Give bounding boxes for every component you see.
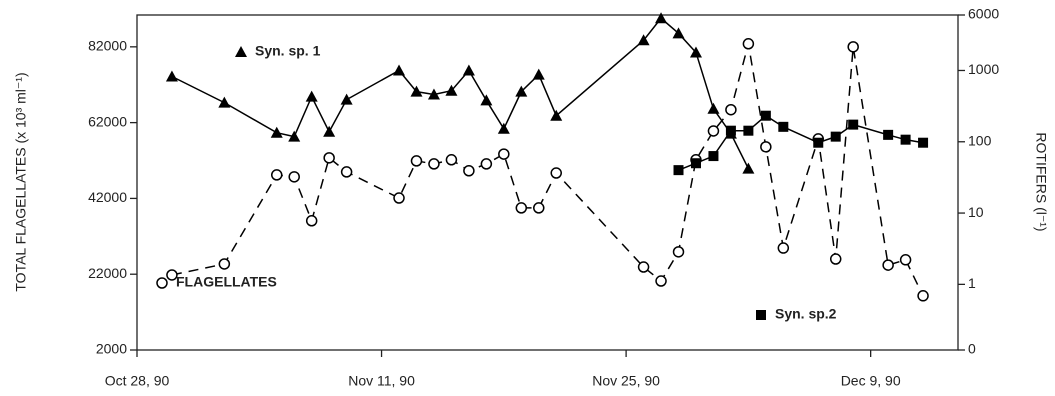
legend-label: FLAGELLATES — [176, 274, 277, 290]
data-point — [830, 131, 841, 142]
y-tick-label: 2000 — [96, 341, 127, 357]
data-point — [777, 242, 790, 254]
data-point — [778, 121, 789, 132]
data-point — [882, 259, 894, 271]
data-point — [707, 102, 720, 114]
data-point — [847, 41, 859, 53]
data-point — [689, 46, 702, 58]
y2-axis-label: ROTIFERS (l⁻¹) — [1033, 132, 1049, 231]
y2-tick-label: 6000 — [968, 6, 999, 22]
data-point — [218, 258, 231, 270]
data-point — [900, 134, 911, 145]
data-point — [550, 109, 563, 121]
legend-marker — [756, 310, 766, 320]
data-point — [463, 165, 475, 177]
data-point — [742, 38, 755, 50]
y2-tick-label: 100 — [968, 132, 992, 148]
data-point — [445, 154, 458, 166]
data-point — [550, 167, 562, 179]
data-point — [708, 151, 719, 162]
data-point — [707, 125, 720, 137]
data-point — [340, 93, 353, 105]
data-point — [848, 119, 859, 130]
data-point — [673, 165, 684, 176]
data-point — [288, 130, 301, 142]
data-point — [672, 246, 685, 258]
y2-tick-label: 10 — [968, 204, 984, 220]
data-point — [305, 215, 318, 227]
data-point — [690, 158, 701, 169]
legend-marker — [156, 277, 168, 289]
data-point — [637, 34, 650, 46]
y2-tick-label: 0 — [968, 341, 976, 357]
data-point — [918, 137, 929, 148]
data-point — [742, 162, 755, 174]
y-axis-label: TOTAL FLAGELLATES (x 10³ ml⁻¹) — [13, 72, 29, 291]
data-point — [480, 94, 493, 106]
data-point — [760, 110, 771, 121]
data-point — [166, 269, 178, 281]
y2-tick-label: 1 — [968, 275, 976, 291]
legend-label: Syn. sp. 1 — [255, 43, 321, 59]
y-tick-label: 62000 — [88, 113, 127, 129]
data-point — [393, 192, 405, 204]
data-point — [655, 12, 668, 24]
data-point — [533, 202, 545, 214]
data-point — [899, 254, 912, 266]
data-point — [218, 96, 231, 108]
x-tick-label: Oct 28, 90 — [105, 373, 170, 389]
data-point — [165, 70, 178, 82]
data-point — [323, 152, 335, 164]
series-line — [171, 17, 750, 169]
data-point — [917, 290, 929, 302]
data-point — [515, 202, 528, 214]
y-tick-label: 42000 — [88, 189, 127, 205]
data-point — [743, 125, 754, 136]
data-point — [410, 155, 423, 167]
y-tick-label: 22000 — [88, 265, 127, 281]
data-point — [829, 253, 842, 265]
data-point — [637, 261, 650, 273]
data-point — [532, 68, 545, 80]
plot-frame — [136, 14, 959, 351]
data-point — [883, 129, 894, 140]
data-point — [760, 141, 772, 153]
data-point — [393, 64, 406, 76]
data-point — [410, 85, 423, 97]
x-tick-label: Dec 9, 90 — [841, 373, 901, 389]
data-point — [672, 27, 685, 39]
x-tick-label: Nov 25, 90 — [592, 373, 660, 389]
data-point — [497, 122, 510, 134]
x-tick-label: Nov 11, 90 — [348, 373, 415, 389]
data-point — [725, 103, 737, 116]
data-point — [498, 148, 510, 160]
legend-marker — [235, 46, 247, 57]
data-point — [305, 90, 318, 102]
series-line — [171, 43, 924, 297]
legend-label: Syn. sp.2 — [775, 306, 837, 322]
data-point — [340, 166, 353, 178]
data-point — [323, 125, 336, 137]
data-point — [480, 158, 493, 170]
y-tick-label: 82000 — [88, 38, 127, 54]
data-point — [445, 84, 458, 96]
data-point — [515, 85, 528, 97]
data-point — [725, 125, 736, 136]
data-point — [813, 137, 824, 148]
data-point — [288, 171, 300, 183]
data-point — [427, 88, 440, 100]
series-line — [678, 114, 924, 171]
data-point — [462, 64, 475, 76]
data-point — [270, 169, 283, 181]
data-point — [655, 275, 667, 287]
data-point — [428, 158, 440, 170]
y2-tick-label: 1000 — [968, 61, 999, 77]
data-point — [270, 126, 283, 138]
